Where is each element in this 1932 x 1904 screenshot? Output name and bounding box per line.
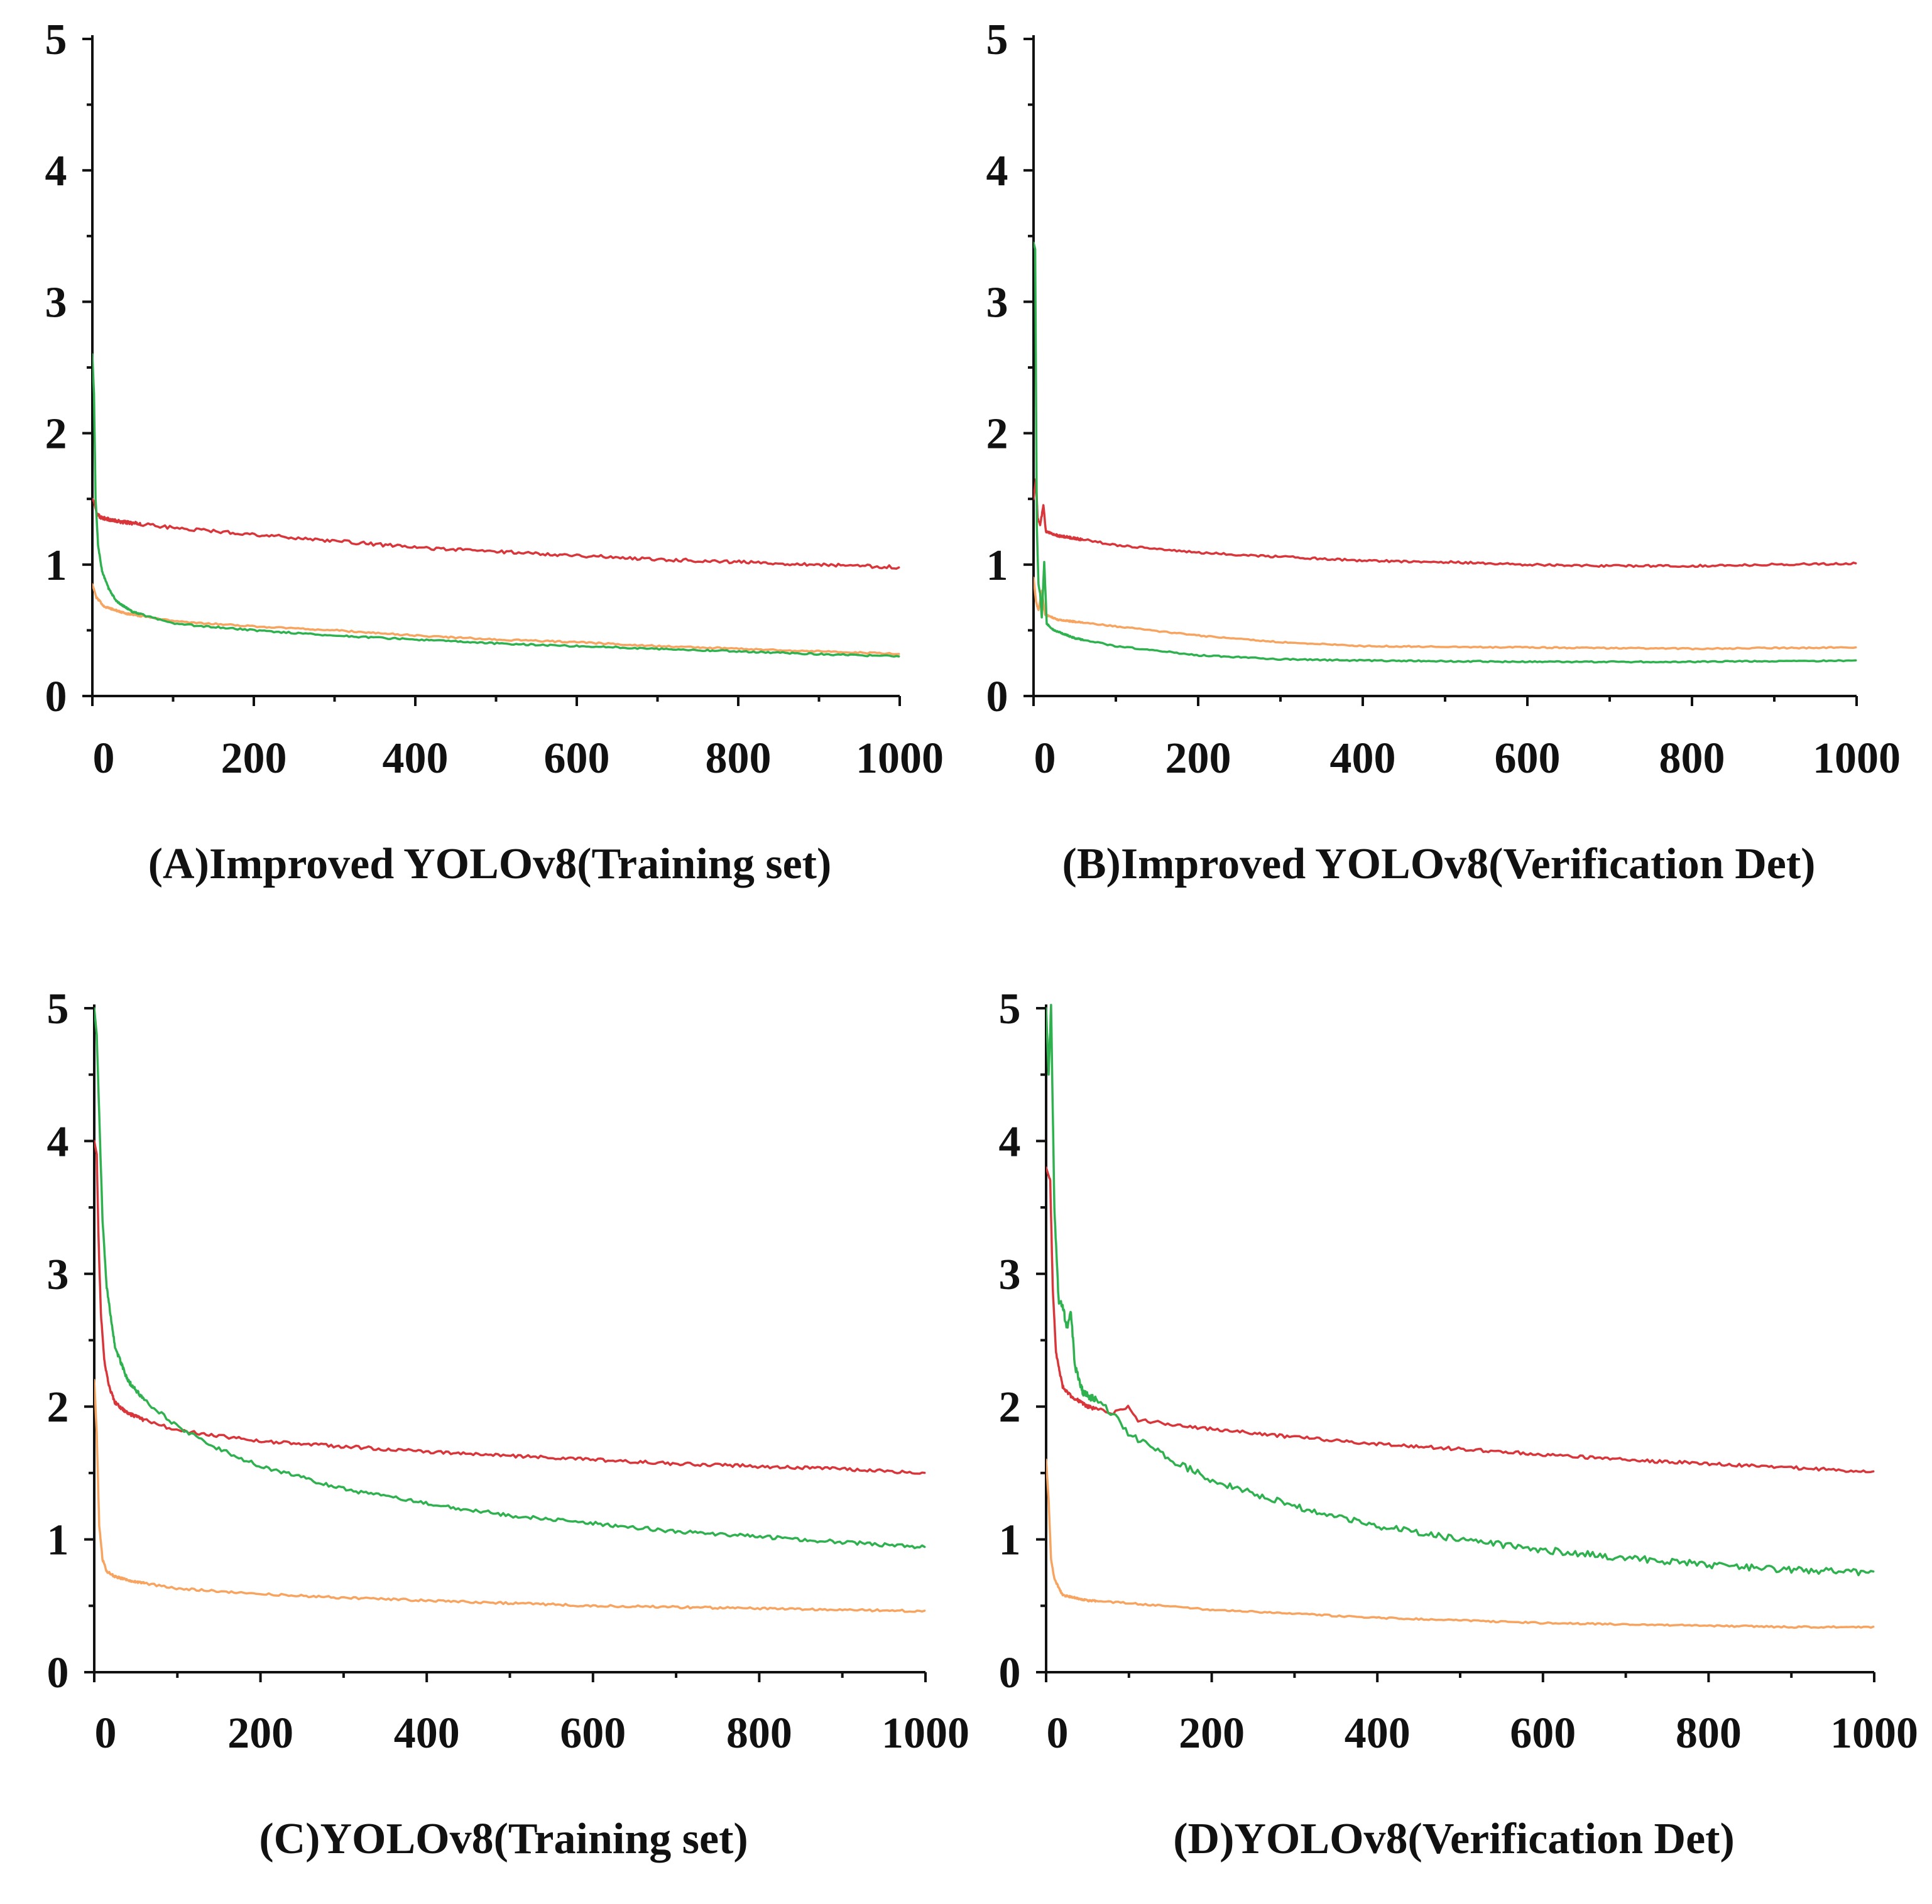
panel-b-x-tick-label: 0 bbox=[1034, 734, 1056, 783]
panel-a-y-tick-label: 5 bbox=[45, 16, 67, 64]
panel-a-y-tick-label: 0 bbox=[45, 673, 67, 721]
panel-b-plot-area bbox=[1034, 241, 1857, 664]
panel-a-series-orange-line bbox=[92, 583, 900, 656]
panel-c-y-tick-label: 0 bbox=[47, 1649, 69, 1697]
panel-b-y-tick-label: 2 bbox=[986, 410, 1008, 459]
panel-d-plot-area bbox=[1046, 1004, 1875, 1629]
panel-b-caption: (B)Improved YOLOv8(Verification Det) bbox=[1062, 840, 1816, 888]
panel-c-series-orange-line bbox=[94, 1379, 926, 1613]
panel-c-y-tick-label: 4 bbox=[47, 1118, 69, 1166]
panel-d-y-tick-label: 4 bbox=[999, 1118, 1021, 1166]
panel-d-y-tick-label: 0 bbox=[999, 1649, 1021, 1697]
panel-d-series-red-line bbox=[1046, 1166, 1875, 1474]
panel-d-series-orange-line bbox=[1046, 1459, 1875, 1629]
panel-a-x-tick-label: 800 bbox=[706, 734, 772, 783]
panel-c-caption: (C)YOLOv8(Training set) bbox=[259, 1815, 748, 1863]
panel-a-plot-area bbox=[92, 353, 900, 658]
panel-a-y-tick-label: 2 bbox=[45, 410, 67, 459]
panel-d-x-tick-label: 1000 bbox=[1830, 1709, 1918, 1758]
panel-c-x-tick-label: 200 bbox=[227, 1709, 293, 1758]
panel-c: 0 1 2 3 4 5 0 200 400 600 800 1000 (C)YOLOv8(Trainin… bbox=[47, 985, 970, 1863]
panel-a-x-tick-label: 1000 bbox=[856, 734, 944, 783]
panel-b-y-tick-label: 4 bbox=[986, 147, 1008, 195]
panel-a: 0 1 2 3 4 5 0 200 400 600 800 1000 (A)Improved YOLOv… bbox=[45, 16, 944, 888]
panel-a-caption: (A)Improved YOLOv8(Training set) bbox=[148, 840, 832, 888]
panel-b-x-tick-label: 800 bbox=[1659, 734, 1725, 783]
panel-c-x-tick-label: 0 bbox=[95, 1709, 117, 1758]
panel-d-y-tick-label: 1 bbox=[999, 1516, 1021, 1565]
panel-a-y-tick-label: 1 bbox=[45, 541, 67, 590]
panel-d-y-tick-label: 2 bbox=[999, 1383, 1021, 1432]
panel-b-x-tick-label: 1000 bbox=[1813, 734, 1901, 783]
panel-b-y-tick-label: 1 bbox=[986, 541, 1008, 590]
panel-d-y-tick-label: 3 bbox=[999, 1251, 1021, 1299]
panel-c-x-tick-label: 1000 bbox=[881, 1709, 969, 1758]
panel-b-series-orange-line bbox=[1034, 576, 1857, 651]
panel-b-y-tick-label: 5 bbox=[986, 16, 1008, 64]
panel-d-x-tick-label: 0 bbox=[1047, 1709, 1069, 1758]
panel-c-y-tick-label: 2 bbox=[47, 1383, 69, 1432]
panel-c-x-tick-label: 800 bbox=[726, 1709, 792, 1758]
panel-b-y-tick-label: 0 bbox=[986, 673, 1008, 721]
panel-c-x-tick-label: 600 bbox=[560, 1709, 626, 1758]
panel-b-x-tick-label: 600 bbox=[1495, 734, 1561, 783]
panel-c-series-green-line bbox=[94, 1007, 926, 1550]
panel-d-x-tick-label: 800 bbox=[1676, 1709, 1742, 1758]
panel-c-plot-area bbox=[94, 1007, 926, 1613]
panel-b-x-tick-label: 200 bbox=[1165, 734, 1231, 783]
panel-d-series-green-line bbox=[1046, 1004, 1875, 1577]
panel-c-series-red-line bbox=[94, 1140, 926, 1475]
panel-d-x-tick-label: 600 bbox=[1510, 1709, 1576, 1758]
panel-a-x-tick-label: 0 bbox=[93, 734, 115, 783]
panel-c-y-tick-label: 5 bbox=[47, 985, 69, 1033]
panel-d-y-tick-label: 5 bbox=[999, 985, 1021, 1033]
panel-b-x-tick-label: 400 bbox=[1330, 734, 1396, 783]
panel-a-series-red-line bbox=[92, 498, 900, 570]
panel-c-y-tick-label: 1 bbox=[47, 1516, 69, 1565]
panel-b-y-tick-label: 3 bbox=[986, 278, 1008, 327]
panel-b-series-red-line bbox=[1034, 478, 1857, 568]
panel-b-series-green-line bbox=[1034, 241, 1857, 664]
panel-a-x-tick-label: 600 bbox=[544, 734, 610, 783]
panel-d-caption: (D)YOLOv8(Verification Det) bbox=[1173, 1815, 1735, 1863]
panel-a-x-tick-label: 200 bbox=[221, 734, 287, 783]
panel-b: 0 1 2 3 4 5 0 200 400 600 800 1000 (B)Improved YOLOv… bbox=[986, 16, 1901, 888]
panel-a-y-tick-label: 3 bbox=[45, 278, 67, 327]
panel-c-y-tick-label: 3 bbox=[47, 1251, 69, 1299]
panel-d-x-tick-label: 400 bbox=[1345, 1709, 1411, 1758]
panel-d-x-tick-label: 200 bbox=[1179, 1709, 1245, 1758]
panel-a-y-tick-label: 4 bbox=[45, 147, 67, 195]
panel-d: 0 1 2 3 4 5 0 200 400 600 800 1000 (D)YOLOv8(Verific… bbox=[999, 985, 1919, 1863]
panel-a-x-tick-label: 400 bbox=[383, 734, 449, 783]
panel-c-x-tick-label: 400 bbox=[394, 1709, 460, 1758]
panel-a-series-green-line bbox=[92, 353, 900, 658]
